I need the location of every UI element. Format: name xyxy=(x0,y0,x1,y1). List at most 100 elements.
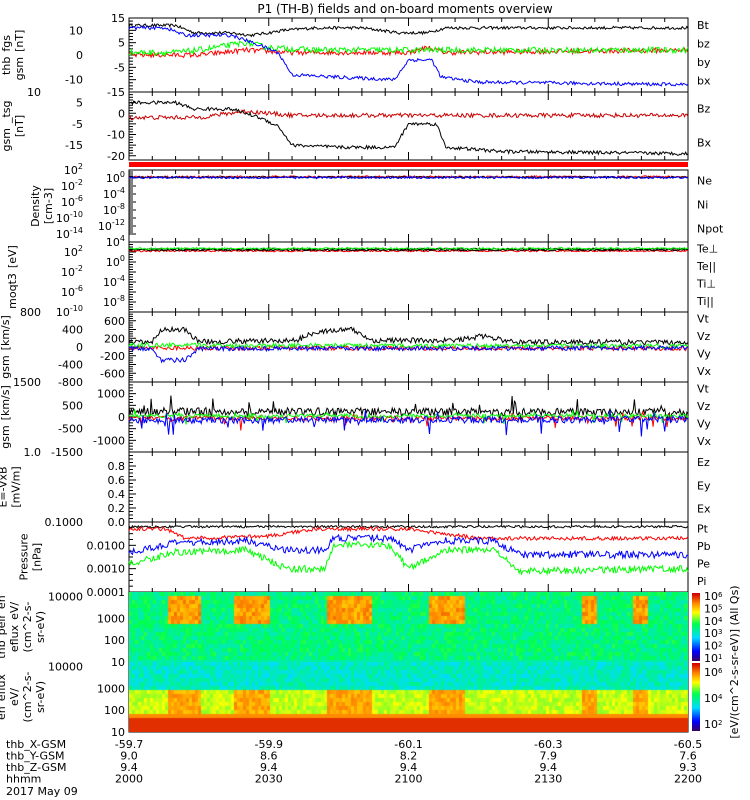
density-ytick-label: 100 xyxy=(106,170,125,185)
peim-ytick-label: -200 xyxy=(100,350,125,363)
peir-ytick-label: 10000 xyxy=(48,590,83,603)
pressure-ytick-label: 0.0001 xyxy=(87,586,126,599)
peim-legend-Vx: Vx xyxy=(697,365,712,378)
pressure-ytick-label: 0.0010 xyxy=(87,563,126,576)
fgs-ylabel-line: thb xyxy=(0,57,13,75)
pressure-frame xyxy=(128,521,689,593)
pressure-ylabel-line: [nPa] xyxy=(31,543,44,571)
moqt3-ytick-label: 104 xyxy=(106,234,125,249)
xaxis-row-value: 9.4 xyxy=(540,761,558,774)
fgs-frame xyxy=(128,17,689,93)
efield-ylabel-line: E=-VxB xyxy=(0,466,10,507)
fgs-tsg-trace-Bx xyxy=(128,99,689,156)
pressure-legend-Pe: Pe xyxy=(697,558,710,571)
fgs-trace-by xyxy=(128,40,689,58)
efield-ytick-label: 0.8 xyxy=(108,460,126,473)
fgs-ytick-label: -15 xyxy=(107,86,125,99)
peir-colorbar-tick: 101 xyxy=(704,652,722,665)
xaxis-row-value: 8.2 xyxy=(400,750,418,763)
peem-ylabel-line: [km/s] xyxy=(0,385,12,420)
peim-ytick-label: 800 xyxy=(20,306,41,319)
pressure-legend-Pb: Pb xyxy=(697,540,711,553)
peer-colorbar-tick: 104 xyxy=(704,692,723,705)
peir-colorbar xyxy=(692,593,700,661)
fgs-tsg-ytick-label: 5 xyxy=(76,97,83,110)
peir-ylabel-line: (cm^2-s- xyxy=(21,602,34,653)
date-label: 2017 May 09 xyxy=(6,785,78,798)
peer-ylabel-line: sr-eV) xyxy=(34,681,47,713)
xaxis-row-value: 2000 xyxy=(115,773,143,786)
peer-ytick-label: 10 xyxy=(111,726,125,739)
peim-ytick-label: -800 xyxy=(58,376,83,389)
fgs-tsg-ylabel-line: gsm xyxy=(0,128,13,151)
fgs-legend-bz: bz xyxy=(697,38,710,51)
peim-legend-Vz: Vz xyxy=(697,330,711,343)
pressure-ytick-label: 0.1000 xyxy=(45,516,84,529)
moqt3-ytick-label: 10-2 xyxy=(61,264,83,279)
peer-colorbar-tick: 102 xyxy=(704,718,722,731)
fgs-ytick-label: 0 xyxy=(76,49,83,62)
density-ytick-label: 10-2 xyxy=(61,178,83,193)
peem-ylabel-line: gsm xyxy=(0,425,12,448)
xaxis-row-value: 2100 xyxy=(395,773,423,786)
peim-trace-Vt xyxy=(128,325,689,347)
moqt3-ytick-label: 102 xyxy=(64,244,83,259)
peer-ylabel-line: eflux xyxy=(0,674,8,702)
xaxis-row-value: 2030 xyxy=(255,773,283,786)
xaxis-row-value: 9.0 xyxy=(120,750,138,763)
peim-legend-Vy: Vy xyxy=(697,348,711,361)
density-legend-Npot: Npot xyxy=(697,222,724,235)
peim-ytick-label: -600 xyxy=(100,367,125,380)
pressure-ytick-label: 0.0100 xyxy=(87,539,126,552)
xaxis-row-value: -59.7 xyxy=(115,738,143,751)
peem-ytick-label: -500 xyxy=(58,423,83,436)
pressure-trace-Pt xyxy=(128,524,689,529)
xaxis-row-value: 2200 xyxy=(674,773,702,786)
fgs-ylabel-line: gsm xyxy=(13,57,26,80)
efield-ytick-label: 0.4 xyxy=(108,488,126,501)
fgs-ytick-label: 15 xyxy=(111,12,125,25)
fgs-tsg-ytick-label: -5 xyxy=(72,118,83,131)
peir-ylabel-line: eflux xyxy=(8,624,21,652)
status-bar xyxy=(129,162,688,167)
peim-ytick-label: 0 xyxy=(76,341,83,354)
fgs-tsg-ytick-label: -15 xyxy=(65,139,83,152)
peir-colorbar-tick: 105 xyxy=(704,602,722,615)
moqt3-trace-Te⊥ xyxy=(128,249,689,253)
efield-legend-Ex: Ex xyxy=(697,503,711,516)
pressure-trace-Pb xyxy=(128,526,689,542)
moqt3-frame xyxy=(128,241,689,313)
peer-ylabel-line: en xyxy=(0,706,8,720)
fgs-legend-by: by xyxy=(697,56,711,69)
peir-ytick-label: 100 xyxy=(104,634,125,647)
peer-ytick-label: 100 xyxy=(104,704,125,717)
peem-ytick-label: 1000 xyxy=(97,388,125,401)
xaxis-row-value: 9.4 xyxy=(120,761,138,774)
efield-ytick-label: 0.6 xyxy=(108,474,126,487)
xaxis-row-value: -60.5 xyxy=(674,738,702,751)
density-trace-Npot xyxy=(128,175,689,180)
peim-ytick-label: 400 xyxy=(62,324,83,337)
fgs-tsg-ytick-label: -20 xyxy=(107,150,125,163)
pressure-ylabel-line: Pressure xyxy=(18,533,31,580)
peem-ytick-label: 500 xyxy=(62,399,83,412)
fgs-tsg-legend-Bx: Bx xyxy=(697,136,712,149)
peem-legend-Vt: Vt xyxy=(697,383,710,396)
peir-colorbar-tick: 103 xyxy=(704,627,722,640)
peir-ylabel-line: sr-eV) xyxy=(34,611,47,643)
pressure-legend-Pt: Pt xyxy=(697,523,709,536)
peer-ylabel-line: (cm^2-s- xyxy=(21,672,34,723)
efield-legend-Ez: Ez xyxy=(697,456,710,469)
peem-trace-Vy xyxy=(128,409,689,425)
xaxis-row-value: -60.1 xyxy=(394,738,422,751)
peem-legend-Vx: Vx xyxy=(697,435,712,448)
moqt3-legend-Ti||: Ti|| xyxy=(696,295,714,308)
peer-ylabel-line: eV/ xyxy=(8,688,21,706)
density-ytick-label: 10-8 xyxy=(103,202,125,217)
efield-frame xyxy=(128,451,689,523)
moqt3-ylabel-line: moqt3 xyxy=(6,273,19,309)
panels: 151050-5-10-15Btbzbybx1050-5-10-15-20BzB… xyxy=(0,12,741,786)
peim-legend-Vt: Vt xyxy=(697,313,710,326)
peir-ylabel-line: thb xyxy=(0,640,8,658)
colorbar-label: [eV/(cm^2-s-sr-eV)] (All Qs) xyxy=(728,585,741,738)
